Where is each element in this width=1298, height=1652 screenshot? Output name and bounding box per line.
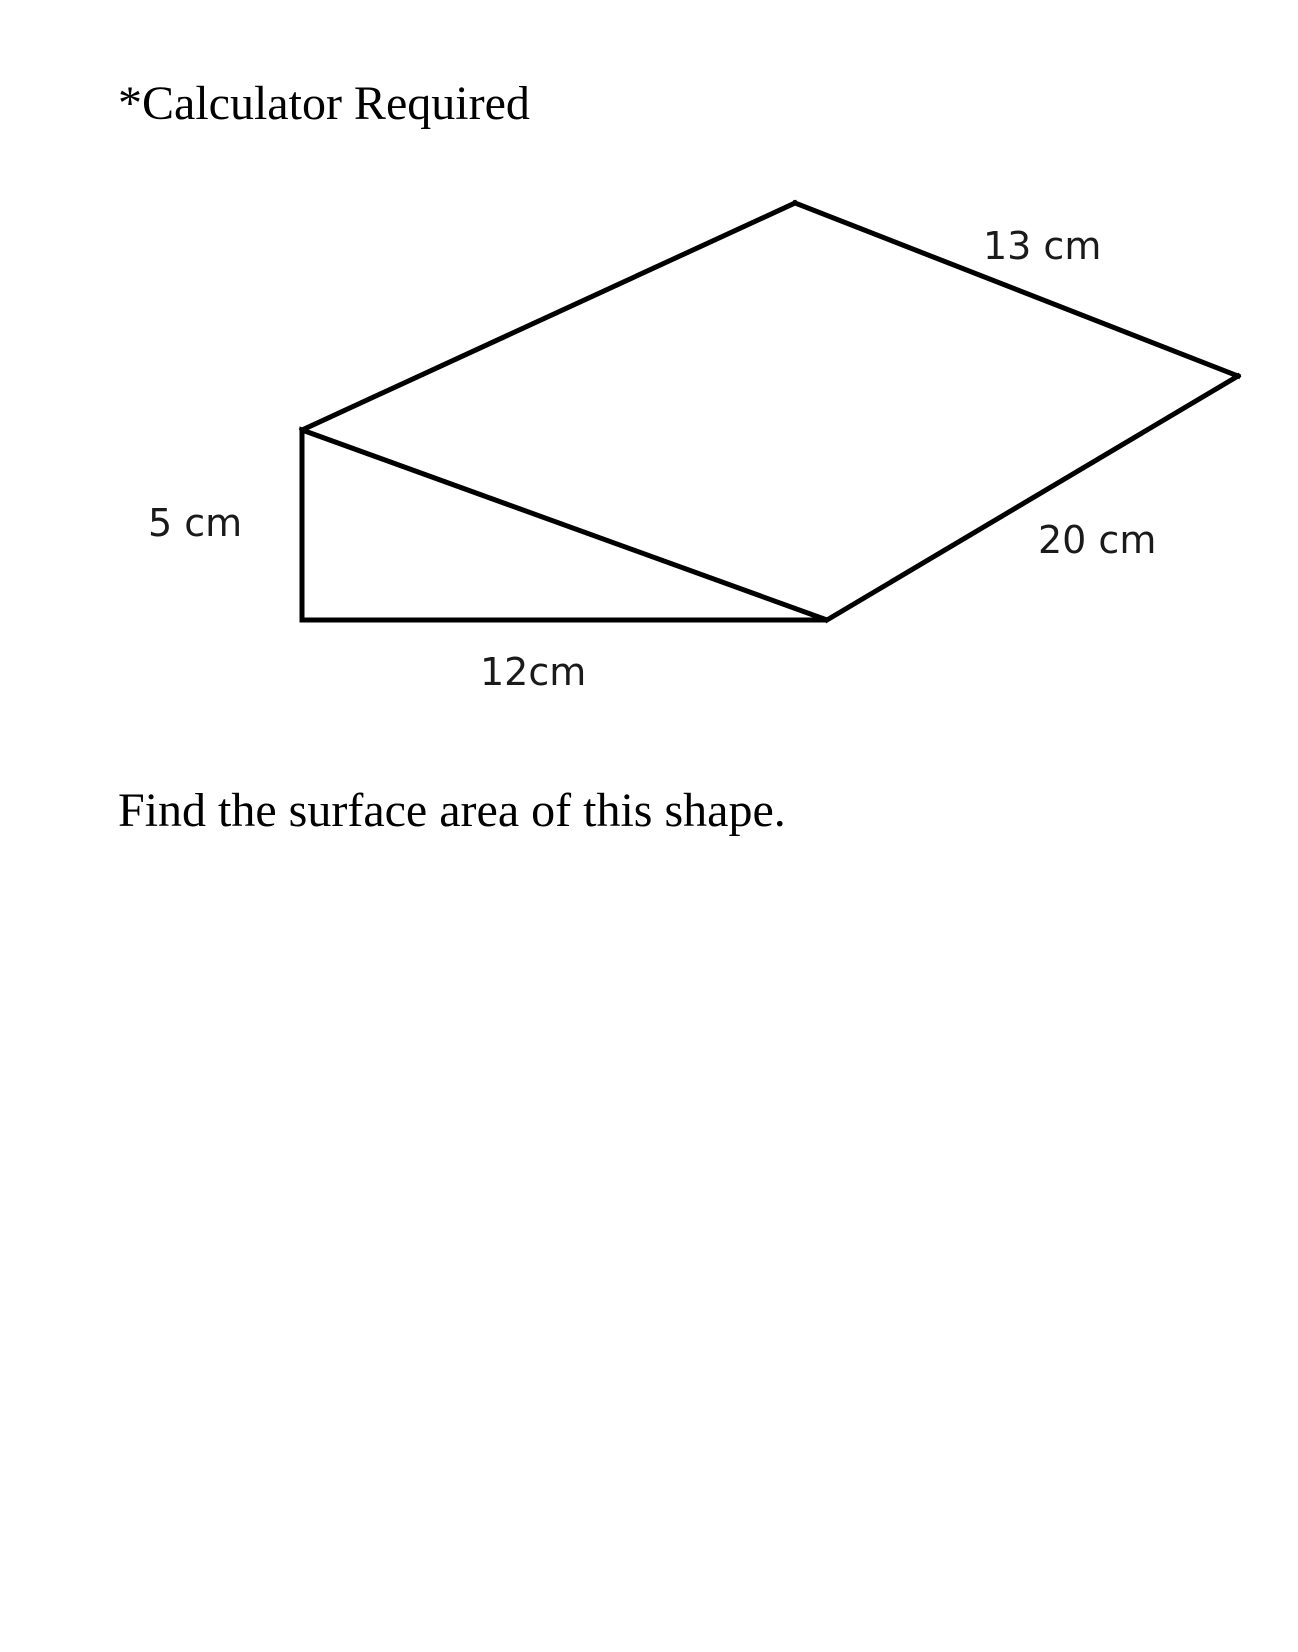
front-triangle-face	[299, 426, 828, 623]
top-edge	[298, 199, 799, 434]
calculator-note: *Calculator Required	[118, 77, 530, 130]
receding-base-edge	[823, 372, 1242, 624]
label-height: 5 cm	[148, 501, 242, 545]
label-base: 12cm	[480, 650, 586, 694]
back-slant-edge	[791, 199, 1242, 380]
label-slant: 13 cm	[983, 224, 1101, 268]
label-length: 20 cm	[1038, 518, 1156, 562]
question-text: Find the surface area of this shape.	[118, 784, 786, 837]
triangular-prism-figure: 5 cm 12cm 13 cm 20 cm	[148, 199, 1242, 694]
